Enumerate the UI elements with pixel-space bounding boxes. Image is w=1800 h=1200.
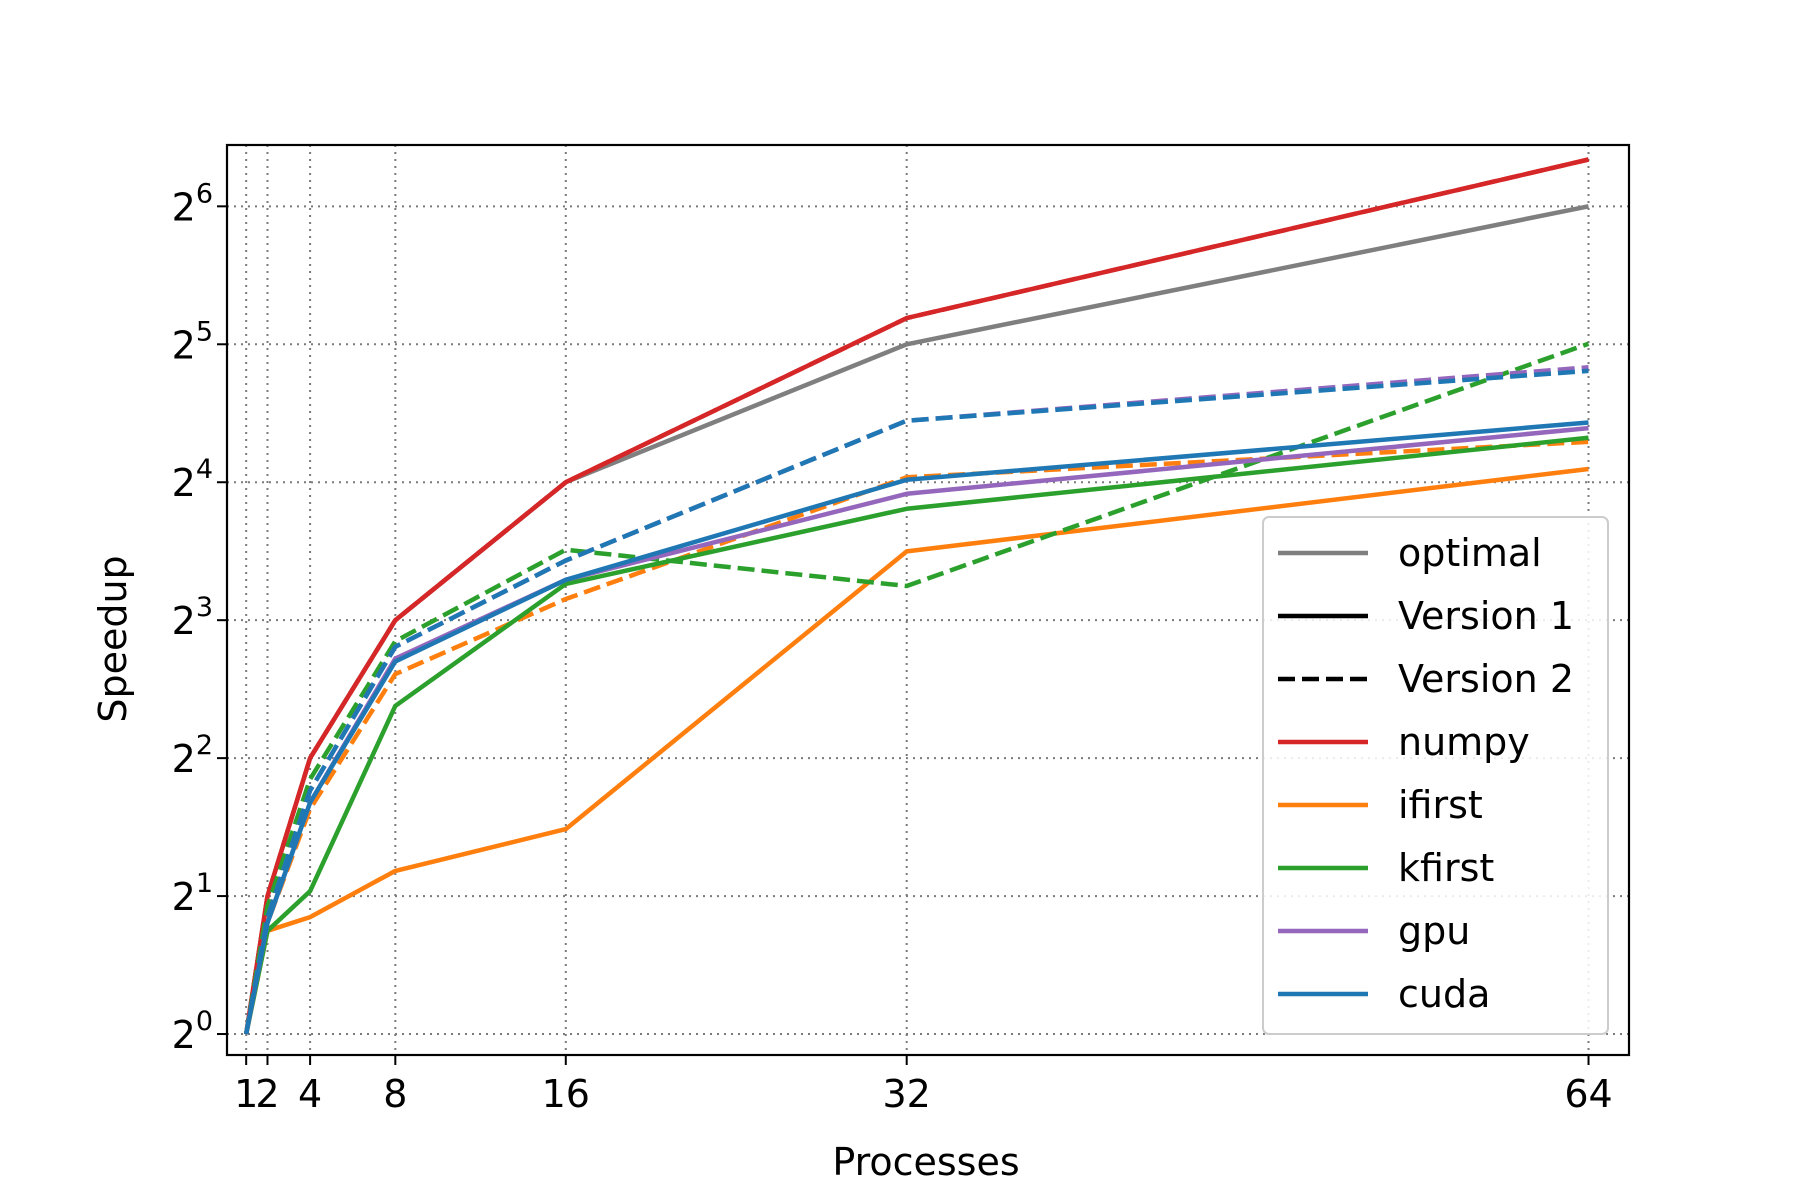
x-axis-label: Processes [832,1140,1019,1184]
legend-label-1: Version 1 [1398,594,1574,638]
series-line-ifirst-dashed [243,439,1589,1035]
series-line-cuda-solid [243,420,1589,1035]
y-tick-label-1: 21 [172,868,213,919]
legend-label-2: Version 2 [1398,657,1574,701]
plot-frame [225,143,1631,1057]
legend-label-0: optimal [1398,531,1542,575]
series-line-kfirst-dashed [243,341,1590,1035]
y-axis-label: Speedup [91,555,135,722]
legend-label-5: kfirst [1398,846,1494,890]
y-tick-label-5: 25 [172,316,213,367]
y-tick-label-4: 24 [172,454,213,505]
x-tick-label-2: 4 [298,1072,322,1116]
x-tick-label-6: 64 [1564,1072,1612,1116]
x-axis-ticks: 12 4 8 16 32 64 [234,1055,1613,1116]
y-tick-label-3: 23 [172,592,213,643]
y-tick-label-6: 26 [172,178,213,229]
x-tick-label-1: 2 [255,1072,279,1116]
legend-label-6: gpu [1398,909,1470,953]
x-tick-label-3: 8 [383,1072,407,1116]
legend-box [1262,516,1609,1035]
series-lines [243,157,1590,1035]
legend-label-3: numpy [1398,720,1530,764]
y-tick-label-0: 20 [172,1006,213,1057]
y-axis-ticks: 20 21 22 23 24 25 26 [172,178,227,1057]
x-tick-label-5: 32 [883,1072,931,1116]
legend-label-7: cuda [1398,972,1490,1016]
series-line-cuda-dashed [243,368,1589,1035]
legend: optimal Version 1 Version 2 numpy ifirst kfir… [1262,516,1609,1035]
x-tick-label-4: 16 [542,1072,590,1116]
y-tick-label-2: 22 [172,730,213,781]
x-tick-label-0: 1 [234,1072,258,1116]
legend-label-4: ifirst [1398,783,1483,827]
